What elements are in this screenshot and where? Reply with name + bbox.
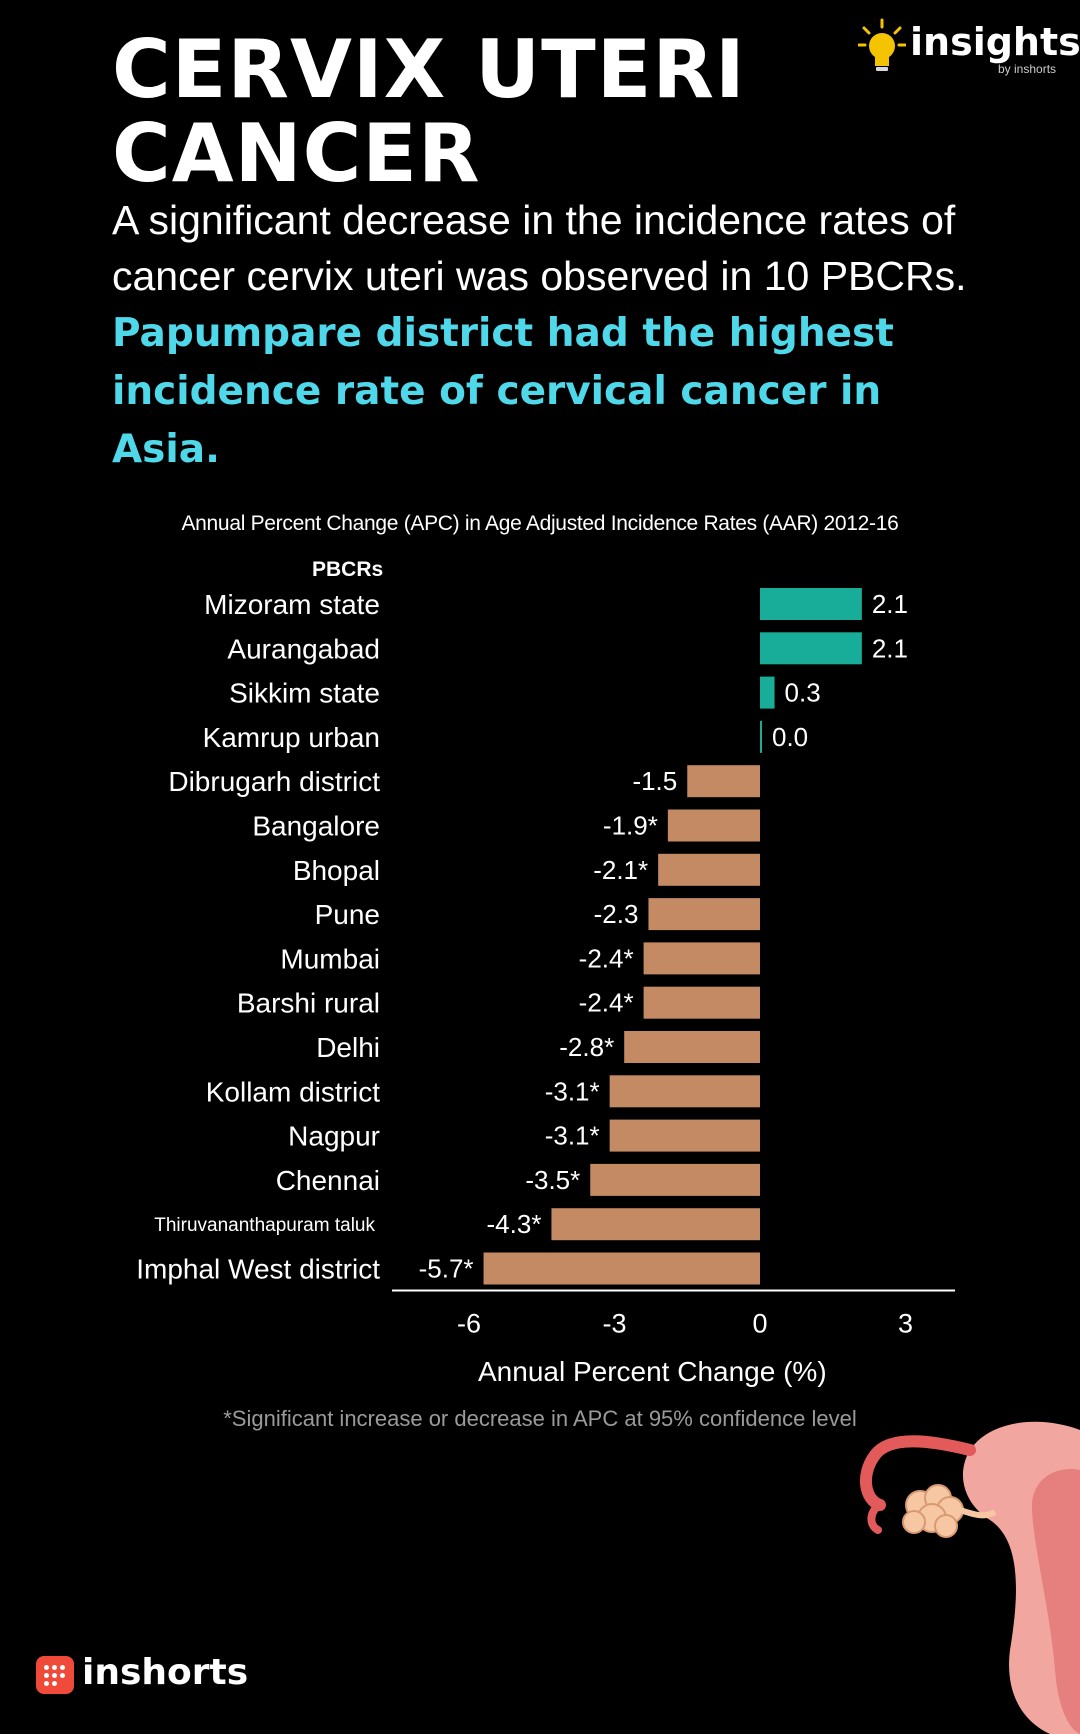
category-label: Mumbai xyxy=(280,943,380,974)
data-label: -3.1* xyxy=(545,1076,600,1106)
bar xyxy=(551,1208,760,1241)
lightbulb-icon xyxy=(858,18,906,71)
bar xyxy=(609,1119,760,1152)
bar xyxy=(760,720,762,753)
bar xyxy=(760,632,862,665)
data-label: 0.3 xyxy=(785,678,821,708)
bar xyxy=(648,898,760,931)
bar xyxy=(624,1031,760,1063)
category-label: Pune xyxy=(315,899,380,930)
data-label: -2.1* xyxy=(593,855,648,885)
category-label: Thiruvananthapuram taluk xyxy=(154,1215,375,1236)
uterus-illustration xyxy=(859,1421,1080,1734)
page-title: CERVIX UTERI CANCER xyxy=(112,23,746,200)
data-label: -3.5* xyxy=(525,1165,580,1195)
bar-chart: Mizoram state 2.1 Aurangabad 2.1 Sikkim stat… xyxy=(136,588,955,1339)
inshorts-logo-icon xyxy=(36,1656,74,1694)
x-axis-label: Annual Percent Change (%) xyxy=(478,1356,827,1387)
intro-plain: A significant decrease in the incidence … xyxy=(112,197,967,299)
category-label: Kamrup urban xyxy=(203,722,380,753)
data-label: -2.3 xyxy=(594,899,639,929)
bar xyxy=(658,853,760,886)
data-label: -2.8* xyxy=(559,1032,614,1062)
x-tick-label: -6 xyxy=(457,1309,481,1339)
bar xyxy=(760,588,862,620)
category-label: Bangalore xyxy=(252,811,380,842)
insights-logo: insights by inshorts xyxy=(858,18,1080,78)
category-label: Sikkim state xyxy=(229,678,380,709)
data-label: -1.9* xyxy=(603,811,658,841)
category-label: Aurangabad xyxy=(227,633,380,664)
chart-title: Annual Percent Change (APC) in Age Adjus… xyxy=(181,512,899,535)
footnote: *Significant increase or decrease in APC… xyxy=(223,1406,857,1431)
intro-text: A significant decrease in the incidence … xyxy=(112,192,992,478)
x-tick-label: 3 xyxy=(898,1309,913,1339)
category-axis-title: PBCRs xyxy=(312,558,384,581)
insights-byline: by inshorts xyxy=(998,62,1057,76)
category-label: Nagpur xyxy=(288,1121,380,1152)
bar xyxy=(760,676,775,709)
bar xyxy=(609,1075,760,1108)
bar xyxy=(590,1163,760,1196)
bar xyxy=(643,942,760,975)
category-label: Delhi xyxy=(316,1032,380,1063)
category-label: Mizoram state xyxy=(204,589,380,620)
data-label: -1.5 xyxy=(632,766,677,796)
bar xyxy=(687,765,760,798)
intro-highlight: Papumpare district had the highest incid… xyxy=(112,311,894,472)
data-label: 2.1 xyxy=(872,589,908,619)
category-label: Chennai xyxy=(276,1165,380,1196)
x-tick-label: -3 xyxy=(602,1309,626,1339)
bar xyxy=(643,986,760,1019)
inshorts-wordmark: inshorts xyxy=(82,1652,249,1693)
bar xyxy=(667,809,760,842)
category-label: Barshi rural xyxy=(237,988,380,1019)
data-label: -5.7* xyxy=(419,1254,474,1284)
data-label: -2.4* xyxy=(579,988,634,1018)
category-label: Dibrugarh district xyxy=(168,766,380,797)
bar xyxy=(483,1252,760,1285)
data-label: 0.0 xyxy=(772,722,808,752)
category-label: Bhopal xyxy=(293,855,380,886)
data-label: -2.4* xyxy=(579,943,634,973)
data-label: -4.3* xyxy=(487,1209,542,1239)
insights-wordmark: insights xyxy=(910,20,1080,64)
data-label: 2.1 xyxy=(872,633,908,663)
category-label: Kollam district xyxy=(206,1076,380,1107)
x-tick-label: 0 xyxy=(752,1309,767,1339)
category-label: Imphal West district xyxy=(136,1254,380,1285)
data-label: -3.1* xyxy=(545,1121,600,1151)
